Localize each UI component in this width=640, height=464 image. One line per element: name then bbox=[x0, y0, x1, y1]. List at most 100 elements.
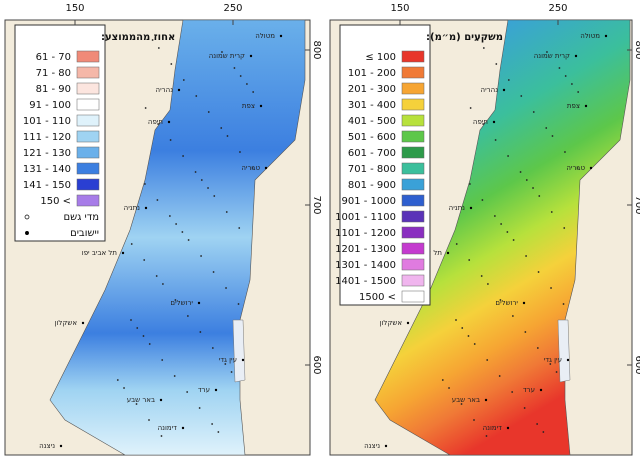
place-label: חיפה bbox=[473, 118, 488, 126]
place-dot bbox=[167, 120, 171, 124]
legend-label: ≤ 100 bbox=[365, 52, 396, 63]
place-label: נתניה bbox=[449, 204, 466, 212]
legend-swatch bbox=[401, 146, 425, 159]
place-dot bbox=[59, 444, 63, 448]
settlement-dot bbox=[542, 431, 545, 433]
legend-label: 121 - 130 bbox=[23, 148, 71, 159]
settlement-dot bbox=[512, 239, 515, 241]
place-label: באר שבע bbox=[127, 396, 155, 404]
settlement-dot bbox=[211, 423, 214, 425]
place-label: מטולה bbox=[255, 32, 275, 40]
place-label: קרית שמונה bbox=[534, 52, 570, 60]
legend-label: 1101 - 1200 bbox=[335, 228, 396, 239]
legend-label: יישובים bbox=[70, 228, 99, 239]
legend-label: 801 - 900 bbox=[348, 180, 396, 191]
legend-swatch bbox=[401, 178, 425, 191]
legend-swatch bbox=[401, 98, 425, 111]
settlement-dot bbox=[148, 419, 150, 421]
y-tick-label: 600 bbox=[633, 355, 640, 374]
y-tick-label: 700 bbox=[311, 195, 322, 214]
settlement-dot bbox=[142, 335, 145, 337]
place-dot bbox=[539, 388, 543, 392]
legend-label: 131 - 140 bbox=[23, 164, 71, 175]
settlement-dot bbox=[135, 403, 138, 405]
settlement-dot bbox=[498, 375, 501, 377]
legend-swatch bbox=[401, 66, 425, 79]
legend-swatch bbox=[401, 242, 425, 255]
settlement-dot bbox=[116, 379, 119, 381]
legend-swatch bbox=[76, 194, 100, 207]
settlement-dot bbox=[181, 231, 184, 233]
legend-swatch bbox=[76, 162, 100, 175]
legend-swatch bbox=[76, 82, 100, 95]
settlement-dot bbox=[157, 47, 160, 49]
legend-label: 111 - 120 bbox=[23, 132, 71, 143]
settlement-dot bbox=[468, 259, 471, 261]
settlement-dot bbox=[225, 211, 228, 213]
settlement-dot bbox=[511, 315, 514, 317]
settlement-dot bbox=[460, 403, 463, 405]
settlement-dot bbox=[207, 187, 209, 189]
legend-swatch bbox=[76, 50, 100, 63]
settlement-dot bbox=[162, 283, 164, 285]
legend-swatch bbox=[401, 162, 425, 175]
settlement-dot bbox=[524, 331, 527, 333]
settlement-dot bbox=[546, 51, 548, 53]
settlement-dot bbox=[148, 343, 151, 345]
settlement-dot bbox=[151, 39, 154, 41]
place-label: אשקלון bbox=[380, 319, 403, 327]
settlement-dot bbox=[252, 91, 255, 93]
settlement-dot bbox=[239, 75, 242, 77]
place-dot bbox=[144, 206, 148, 210]
legend-swatch bbox=[76, 66, 100, 79]
settlement-dot bbox=[238, 227, 241, 229]
settlement-dot bbox=[123, 387, 125, 389]
place-dot bbox=[181, 426, 185, 430]
place-dot bbox=[264, 166, 268, 170]
settlement-dot bbox=[448, 387, 450, 389]
place-dot bbox=[214, 388, 218, 392]
settlement-dot bbox=[455, 243, 458, 245]
settlement-dot bbox=[199, 331, 202, 333]
legend-swatch bbox=[76, 130, 100, 143]
settlement-dot bbox=[161, 359, 164, 361]
place-label: באר שבע bbox=[452, 396, 480, 404]
settlement-dot bbox=[156, 199, 159, 201]
settlement-dot bbox=[536, 347, 539, 349]
settlement-dot bbox=[441, 379, 444, 381]
place-label: נהריה bbox=[481, 86, 499, 94]
settlement-dot bbox=[500, 223, 503, 225]
place-label: מטולה bbox=[580, 32, 600, 40]
legend-label: 501 - 600 bbox=[348, 132, 396, 143]
settlement-dot bbox=[494, 139, 497, 141]
settlement-dot bbox=[495, 63, 498, 65]
legend-label: 701 - 800 bbox=[348, 164, 396, 175]
place-label: ערד bbox=[523, 386, 535, 394]
y-tick-label: 800 bbox=[633, 40, 640, 59]
legend-label: 301 - 400 bbox=[348, 100, 396, 111]
settlement-dot bbox=[212, 271, 215, 273]
legend-swatch bbox=[401, 258, 425, 271]
place-dot bbox=[484, 398, 488, 402]
legend-label: 141 - 150 bbox=[23, 180, 71, 191]
settlement-dot bbox=[499, 299, 502, 301]
legend-swatch bbox=[76, 178, 100, 191]
settlement-dot bbox=[482, 123, 485, 125]
settlement-dot bbox=[169, 139, 172, 141]
legend-label: 601 - 700 bbox=[348, 148, 396, 159]
place-dot bbox=[279, 34, 283, 38]
place-dot bbox=[506, 426, 510, 430]
place-dot bbox=[589, 166, 593, 170]
settlement-dot bbox=[217, 431, 220, 433]
settlement-dot bbox=[467, 335, 470, 337]
settlement-dot bbox=[564, 151, 566, 153]
place-label: ירושלים bbox=[495, 299, 518, 307]
settlement-dot bbox=[562, 303, 565, 305]
place-label: צפת bbox=[567, 102, 580, 110]
place-dot bbox=[406, 321, 410, 325]
place-label: קרית שמונה bbox=[209, 52, 245, 60]
legend-swatch bbox=[401, 114, 425, 127]
settlement-dot bbox=[160, 435, 163, 437]
settlement-dot bbox=[239, 151, 241, 153]
settlement-dot bbox=[525, 255, 527, 257]
